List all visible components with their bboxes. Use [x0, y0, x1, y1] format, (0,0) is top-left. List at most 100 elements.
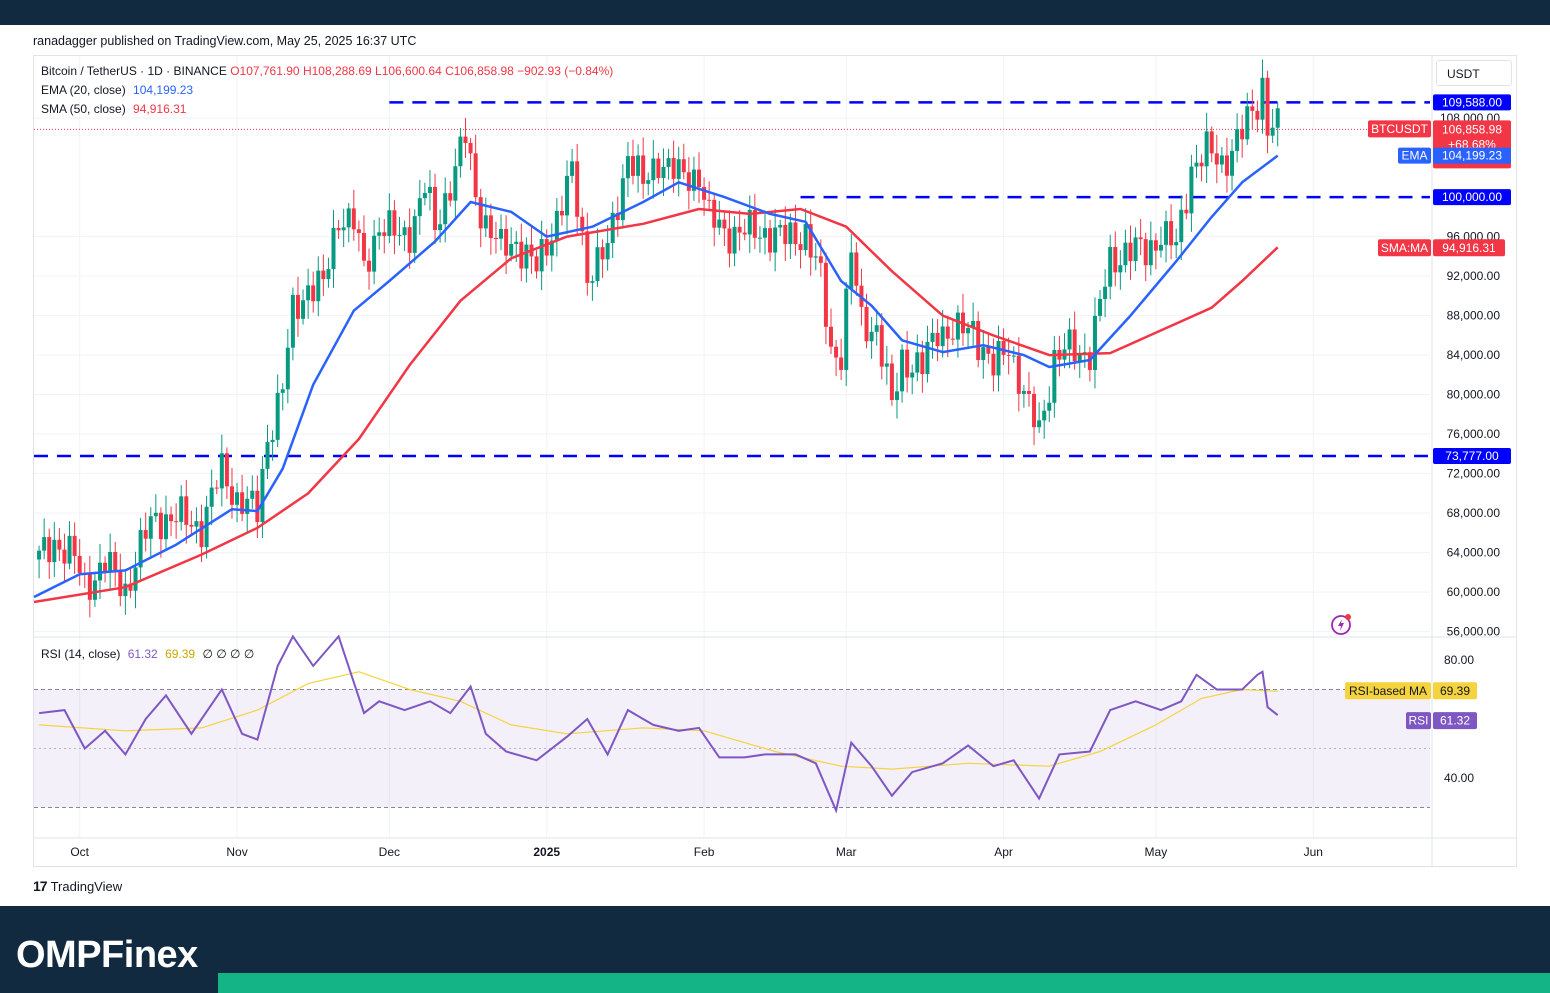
candle-body — [666, 158, 671, 167]
candle-body — [458, 136, 463, 167]
candle-body — [1189, 166, 1194, 214]
rsi-ma-name-tag-text: RSI-based MA — [1349, 684, 1427, 698]
candle-body — [803, 224, 808, 251]
candle-body — [651, 158, 656, 181]
candle-body — [1153, 240, 1158, 251]
candle-body — [1072, 329, 1077, 362]
candle-body — [433, 186, 438, 231]
candle-body — [742, 232, 747, 235]
candle-body — [367, 260, 372, 272]
price-tick-label: 92,000.00 — [1447, 269, 1501, 283]
candle-body — [773, 227, 778, 253]
candle-body — [1209, 131, 1214, 154]
rsi-legend-value: 61.32 — [127, 647, 158, 661]
candle-body — [971, 320, 976, 329]
candle-body — [1255, 110, 1260, 120]
candle-body — [1067, 329, 1072, 350]
ema-name-tag-bg — [1398, 147, 1431, 164]
sma-legend[interactable]: SMA (50, close) 94,916.31 — [41, 102, 186, 116]
candle-body — [889, 363, 894, 401]
candle-body — [382, 232, 387, 236]
candle-body — [1164, 221, 1169, 245]
price-tick-label: 80,000.00 — [1447, 388, 1501, 402]
candle-body — [77, 555, 82, 573]
candle-body — [656, 158, 661, 179]
candle-body — [412, 216, 417, 253]
candle-body — [646, 180, 651, 184]
candle-body — [691, 169, 696, 191]
candle-body — [1265, 77, 1270, 136]
candle-body — [1169, 221, 1174, 246]
candle-body — [1194, 162, 1199, 167]
candle-body — [52, 539, 57, 563]
candle-body — [600, 247, 605, 260]
candle-body — [285, 347, 290, 390]
candle-body — [1123, 242, 1128, 266]
lightning-icon[interactable] — [1330, 612, 1354, 636]
candle-body — [595, 247, 600, 282]
candle-body — [1098, 299, 1103, 316]
time-tick-label: May — [1145, 845, 1168, 859]
candle-body — [509, 243, 514, 256]
candle-body — [930, 332, 935, 342]
candle-body — [1113, 247, 1118, 273]
candle-body — [138, 530, 143, 568]
candle-body — [377, 232, 382, 236]
rsi-ma-legend-value: 69.39 — [165, 647, 196, 661]
rsi-legend[interactable]: RSI (14, close) 61.32 69.39 ∅ ∅ ∅ ∅ — [41, 647, 254, 661]
candle-body — [214, 487, 219, 489]
level-price-tag-text: 100,000.00 — [1442, 190, 1502, 204]
candle-body — [524, 244, 529, 269]
candle-body — [174, 521, 179, 523]
candle-body — [534, 256, 539, 272]
symbol-name[interactable]: Bitcoin / TetherUS · 1D · BINANCE — [41, 64, 227, 78]
price-tick-label: 64,000.00 — [1447, 546, 1501, 560]
time-tick-label: Nov — [226, 845, 247, 859]
candle-body — [1204, 131, 1209, 167]
chart-frame[interactable] — [33, 55, 1517, 867]
candle-body — [1108, 247, 1113, 287]
candle-body — [752, 209, 757, 238]
price-chart[interactable]: 56,000.00 60,000.00 64,000.00 68,000.00 72,0… — [0, 0, 1550, 900]
candle-body — [874, 325, 879, 332]
candle-body — [940, 326, 945, 347]
candle-body — [1001, 341, 1006, 355]
candle-body — [981, 347, 986, 361]
candle-body — [265, 442, 270, 469]
candle-body — [625, 156, 630, 179]
candle-body — [1128, 242, 1133, 262]
candle-body — [661, 166, 666, 179]
rsi-name-tag-text: RSI — [1408, 714, 1428, 728]
candle-body — [1214, 153, 1219, 165]
time-tick-label: Mar — [836, 845, 857, 859]
candle-body — [585, 231, 590, 283]
rsi-ma-value-tag-bg — [1433, 682, 1477, 700]
candle-body — [1026, 390, 1031, 394]
ema-legend[interactable]: EMA (20, close) 104,199.23 — [41, 83, 193, 97]
candle-body — [488, 215, 493, 239]
high-value: H108,288.69 — [302, 64, 372, 78]
candle-body — [493, 238, 498, 240]
candle-body — [336, 228, 341, 231]
candle-body — [605, 242, 610, 260]
candle-body — [879, 325, 884, 367]
symbol-tag-bg — [1368, 120, 1431, 138]
candle-body — [580, 216, 585, 232]
candle-body — [87, 574, 92, 600]
candle-body — [499, 228, 504, 239]
candle-body — [559, 210, 564, 216]
ema-name-tag-text: EMA — [1401, 149, 1427, 163]
candle-body — [103, 562, 108, 573]
currency-selector[interactable]: USDT — [1436, 60, 1512, 86]
candle-body — [148, 516, 153, 539]
symbol-legend: Bitcoin / TetherUS · 1D · BINANCE O107,7… — [41, 64, 613, 78]
candle-body — [72, 535, 77, 556]
candle-body — [260, 468, 265, 523]
candle-body — [955, 312, 960, 340]
level-price-tag-text: 73,777.00 — [1445, 449, 1499, 463]
rsi-ma-value-tag-text: 69.39 — [1440, 684, 1470, 698]
candle-body — [1133, 237, 1138, 262]
candle-body — [1006, 354, 1011, 356]
candle-body — [1032, 393, 1037, 428]
candle-body — [697, 169, 702, 188]
